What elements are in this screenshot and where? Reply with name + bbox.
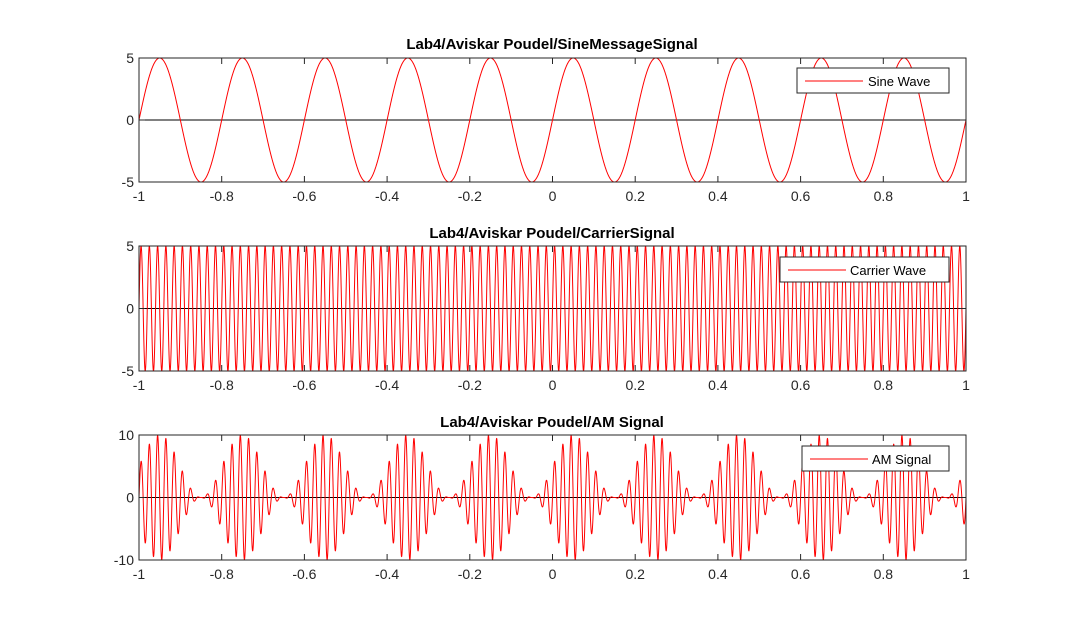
x-tick-label: 1: [962, 188, 970, 204]
plot-area: [138, 245, 967, 372]
x-tick-label: 0.8: [874, 377, 894, 393]
x-tick-label: 0.8: [874, 188, 894, 204]
x-tick-label: 0: [549, 188, 557, 204]
x-axis: -1 -0.8 -0.6 -0.4 -0.2 0 0.2 0.4 0.6 0.8 1: [133, 58, 970, 204]
x-tick-label: 0.2: [625, 188, 645, 204]
legend: Sine Wave: [796, 67, 950, 94]
legend-label: Sine Wave: [868, 74, 930, 89]
y-axis: -5 0 5: [122, 50, 966, 190]
x-tick-label: -0.8: [210, 188, 234, 204]
y-tick-label: -5: [122, 174, 135, 190]
subplot-title: Lab4/Aviskar Poudel/SineMessageSignal: [406, 36, 697, 53]
plot-area: [138, 57, 967, 183]
x-tick-label: -0.6: [292, 188, 316, 204]
y-tick-label: 0: [126, 490, 134, 506]
y-tick-label: -10: [114, 552, 134, 568]
x-tick-label: -1: [133, 566, 146, 582]
y-tick-label: 5: [126, 238, 134, 254]
x-tick-label: -0.6: [292, 566, 316, 582]
x-tick-label: 0.4: [708, 377, 728, 393]
x-axis: -1 -0.8 -0.6 -0.4 -0.2 0 0.2 0.4 0.6 0.8 1: [133, 246, 970, 393]
series-line: [138, 245, 967, 372]
subplot-title: Lab4/Aviskar Poudel/AM Signal: [440, 414, 664, 431]
x-tick-label: 0: [549, 566, 557, 582]
x-tick-label: -0.8: [210, 566, 234, 582]
legend-box: [801, 445, 950, 472]
x-tick-label: -0.6: [292, 377, 316, 393]
x-tick-label: 0.4: [708, 188, 728, 204]
x-tick-label: 0.6: [791, 377, 811, 393]
subplot-am: Lab4/Aviskar Poudel/AM Signal -1 -0.8 -0.6…: [114, 414, 970, 582]
x-tick-label: 0.6: [791, 566, 811, 582]
subplot-sine: Lab4/Aviskar Poudel/SineMessageSignal -1…: [122, 36, 971, 204]
x-tick-label: -0.4: [375, 188, 399, 204]
x-tick-label: 0.2: [625, 566, 645, 582]
legend: Carrier Wave: [779, 256, 950, 283]
x-tick-label: -0.2: [458, 188, 482, 204]
legend-label: Carrier Wave: [850, 263, 926, 278]
x-tick-label: -0.4: [375, 566, 399, 582]
y-tick-label: 5: [126, 50, 134, 66]
x-tick-label: -0.2: [458, 566, 482, 582]
x-tick-label: 0.4: [708, 566, 728, 582]
y-axis: -5 0 5: [122, 238, 966, 379]
legend: AM Signal: [801, 445, 950, 472]
x-tick-label: -1: [133, 377, 146, 393]
y-tick-label: -5: [122, 363, 135, 379]
y-tick-label: 0: [126, 301, 134, 317]
x-tick-label: -0.8: [210, 377, 234, 393]
x-tick-label: 0.6: [791, 188, 811, 204]
series-line: [138, 57, 967, 183]
x-tick-label: 1: [962, 377, 970, 393]
x-tick-label: 0.8: [874, 566, 894, 582]
x-tick-label: -0.2: [458, 377, 482, 393]
x-axis: -1 -0.8 -0.6 -0.4 -0.2 0 0.2 0.4 0.6 0.8 1: [133, 435, 970, 582]
legend-label: AM Signal: [872, 452, 931, 467]
y-axis: -10 0 10: [114, 427, 966, 568]
x-tick-label: 1: [962, 566, 970, 582]
subplot-title: Lab4/Aviskar Poudel/CarrierSignal: [429, 225, 674, 242]
x-tick-label: -0.4: [375, 377, 399, 393]
x-tick-label: -1: [133, 188, 146, 204]
y-tick-label: 10: [118, 427, 134, 443]
x-tick-label: 0.2: [625, 377, 645, 393]
subplot-carrier: Lab4/Aviskar Poudel/CarrierSignal -1 -0.8…: [122, 225, 971, 393]
x-tick-label: 0: [549, 377, 557, 393]
y-tick-label: 0: [126, 112, 134, 128]
